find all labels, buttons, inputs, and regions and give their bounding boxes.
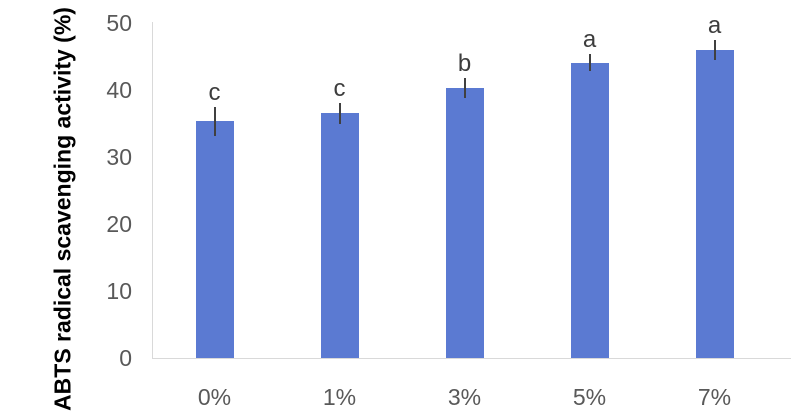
bar-7% bbox=[695, 49, 734, 358]
y-tick-label: 10 bbox=[106, 278, 132, 304]
significance-letter-3%: b bbox=[457, 49, 472, 77]
y-tick-label: 30 bbox=[106, 144, 132, 170]
error-bar-0% bbox=[213, 106, 216, 137]
x-tick-label-0%: 0% bbox=[197, 384, 232, 410]
y-tick-label: 40 bbox=[106, 77, 132, 103]
significance-letter-0%: c bbox=[208, 78, 221, 106]
bar-3% bbox=[445, 87, 484, 358]
significance-letter-5%: a bbox=[582, 25, 597, 53]
y-tick-label: 20 bbox=[106, 211, 132, 237]
x-axis-line bbox=[152, 358, 791, 359]
error-bar-3% bbox=[463, 77, 466, 99]
y-axis-title: ABTS radical scavenging activity (%) bbox=[49, 7, 76, 411]
x-tick-label-3%: 3% bbox=[447, 384, 482, 410]
y-tick-label: 0 bbox=[119, 345, 132, 371]
bar-5% bbox=[570, 62, 609, 358]
x-tick-label-5%: 5% bbox=[572, 384, 607, 410]
significance-letter-7%: a bbox=[707, 11, 722, 39]
y-tick-label: 50 bbox=[106, 10, 132, 36]
y-axis-line bbox=[152, 22, 153, 358]
error-bar-7% bbox=[713, 39, 716, 60]
bar-0% bbox=[195, 121, 234, 358]
error-bar-5% bbox=[588, 53, 591, 72]
x-tick-label-7%: 7% bbox=[697, 384, 732, 410]
significance-letter-1%: c bbox=[333, 74, 346, 102]
x-tick-label-1%: 1% bbox=[322, 384, 357, 410]
error-bar-1% bbox=[338, 102, 341, 125]
bar-1% bbox=[320, 113, 359, 358]
